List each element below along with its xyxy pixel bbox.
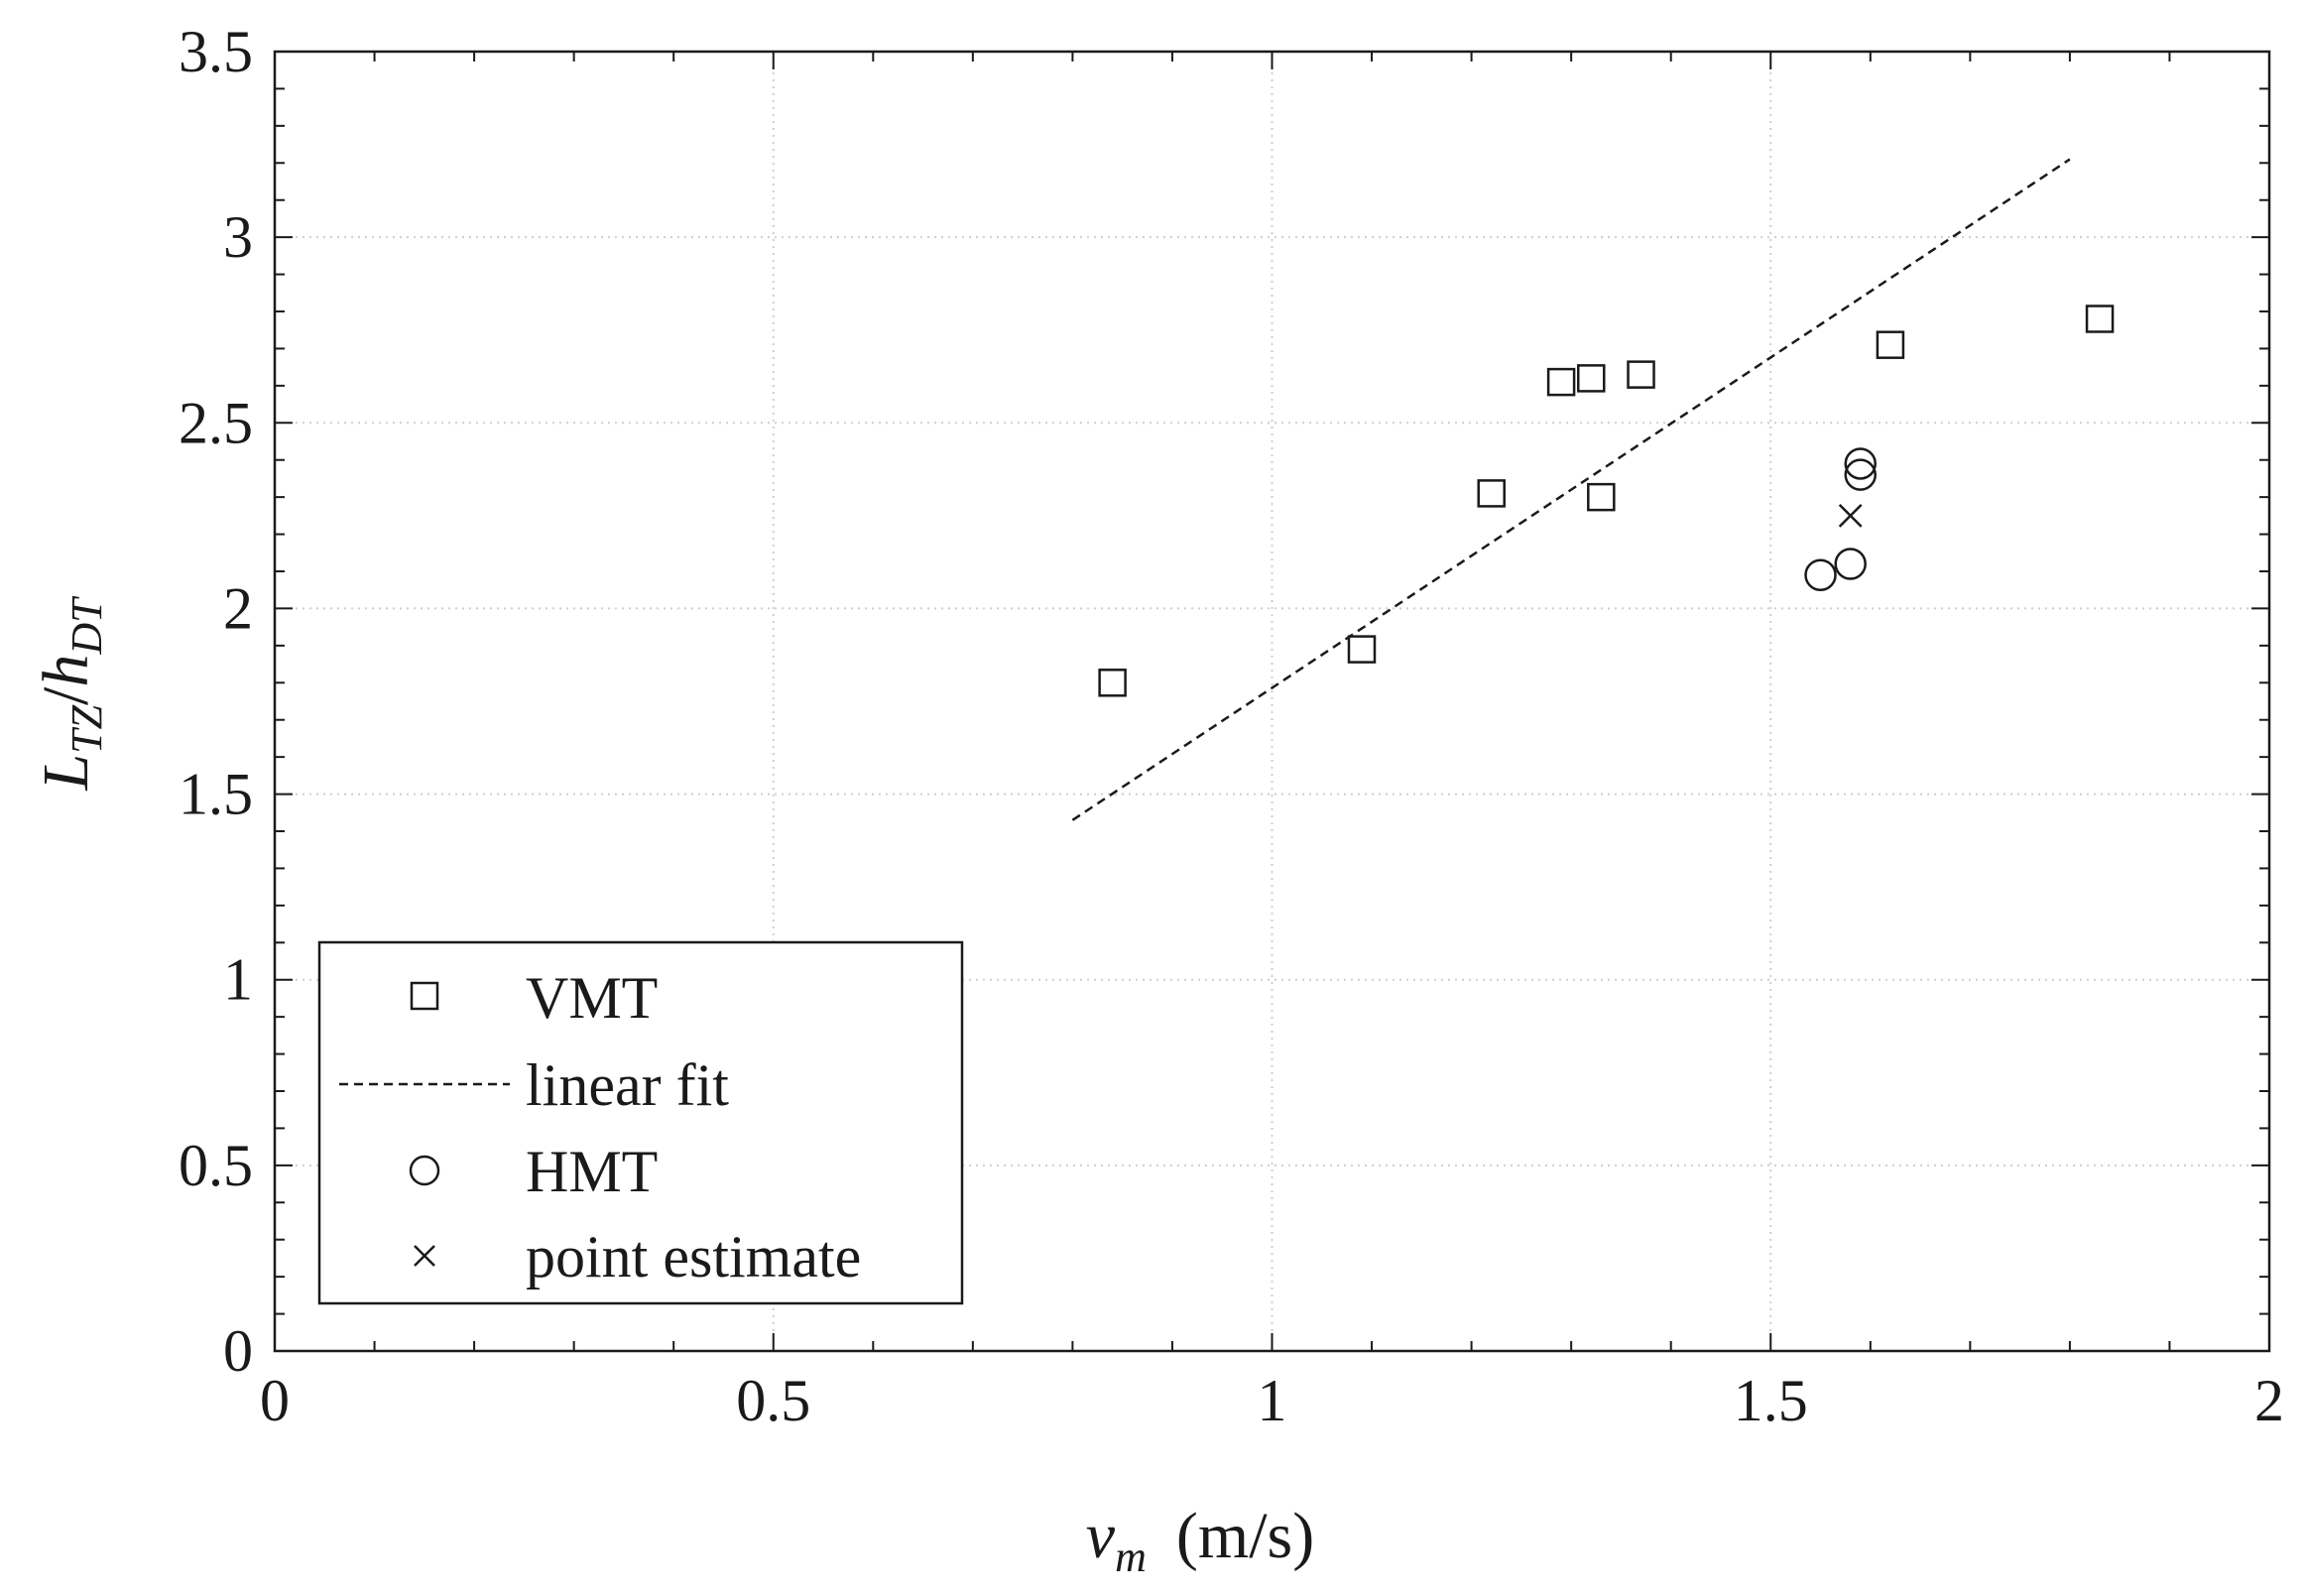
y-axis-label: LTZ/hDT: [30, 595, 111, 792]
hmt-circle-marker: [1804, 558, 1837, 591]
x-tick-label: 2: [2254, 1368, 2284, 1433]
legend-x-marker-stroke-b: [414, 1245, 435, 1267]
x-tick-label: 1: [1258, 1368, 1287, 1433]
vmt-square-marker: [1098, 669, 1127, 697]
legend-entry-vmt: VMT: [410, 965, 658, 1031]
hmt-circle-marker: [1834, 548, 1867, 580]
x-tick-label: 0: [260, 1368, 290, 1433]
y-tick-label: 3: [223, 204, 253, 270]
hmt-circle-marker: [1844, 447, 1877, 480]
x-marker-stroke-b: [1838, 503, 1863, 528]
vmt-square-marker: [1577, 364, 1606, 393]
y-tick-label: 1.5: [179, 762, 253, 827]
legend-entry-point-estimate: point estimate: [414, 1224, 861, 1289]
vmt-square-marker: [2085, 305, 2115, 333]
tick-labels: 0 0.5 1 1.5 2 0 0.5 1 1.5 2 2.5 3 3.5: [179, 19, 2284, 1433]
legend-label-vmt: VMT: [526, 965, 658, 1031]
x-tick-label: 1.5: [1734, 1368, 1808, 1433]
vmt-square-marker: [1627, 360, 1655, 389]
y-tick-label: 3.5: [179, 19, 253, 84]
vmt-square-marker: [1876, 330, 1905, 359]
x-axis-label: vm (m/s): [1086, 1500, 1314, 1581]
vmt-square-marker: [1477, 479, 1506, 508]
vmt-square-marker: [1587, 482, 1616, 512]
legend-label-linear-fit: linear fit: [526, 1052, 729, 1118]
legend-circle-marker: [409, 1155, 440, 1186]
legend-box: [317, 940, 964, 1305]
vmt-square-marker: [1546, 367, 1576, 397]
legend-label-hmt: HMT: [526, 1139, 658, 1204]
x-tick-label: 0.5: [736, 1368, 810, 1433]
grid-lines: [275, 52, 2269, 1351]
y-tick-label: 0.5: [179, 1133, 253, 1198]
legend-square-marker: [410, 981, 439, 1011]
vmt-square-marker: [1347, 635, 1377, 664]
y-tick-label: 0: [223, 1318, 253, 1384]
point-estimate-x-marker: [1838, 503, 1863, 528]
y-tick-label: 2.5: [179, 390, 253, 455]
linear-fit-line: [1071, 158, 2071, 821]
data-series: [1071, 158, 2115, 821]
hmt-circle-marker: [1844, 458, 1877, 491]
legend-entry-linear-fit: linear fit: [339, 1052, 729, 1118]
legend: VMT linear fit HMT point estimate: [317, 940, 964, 1305]
plot-frame: [273, 50, 2271, 1353]
y-tick-label: 1: [223, 947, 253, 1013]
y-tick-label: 2: [223, 575, 253, 641]
legend-label-point-estimate: point estimate: [526, 1224, 861, 1289]
legend-entry-hmt: HMT: [409, 1139, 658, 1204]
